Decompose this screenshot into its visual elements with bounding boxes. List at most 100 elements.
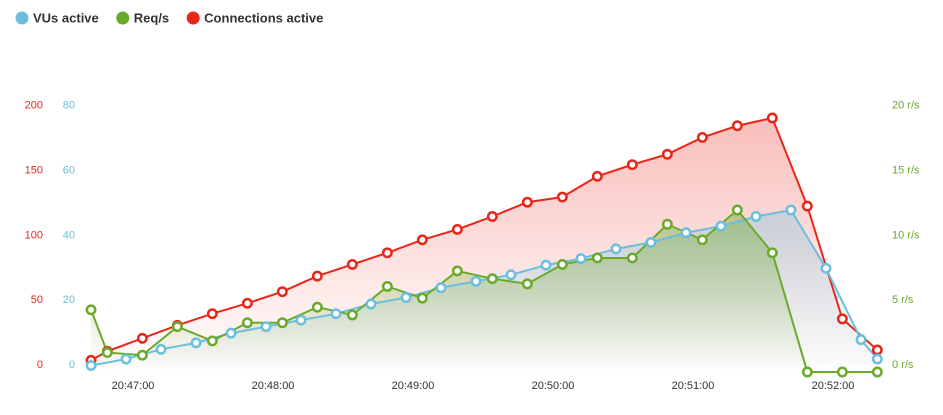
y3-tick-label: 10 r/s	[892, 229, 920, 241]
legend-marker[interactable]	[15, 11, 29, 25]
y-tick-label: 200	[25, 100, 43, 112]
y-tick-label: 150	[25, 165, 43, 177]
point	[276, 317, 288, 329]
point	[521, 196, 533, 208]
y2-tick-label: 60	[63, 165, 75, 177]
y2-tick-label: 0	[69, 359, 75, 371]
point	[451, 265, 463, 277]
point	[696, 131, 708, 143]
point	[591, 170, 603, 182]
point	[400, 292, 412, 303]
point	[330, 308, 342, 320]
line	[90, 116, 878, 362]
y2-tick-label: 40	[63, 229, 75, 241]
point	[346, 258, 358, 270]
y3-tick-label: 15 r/s	[892, 165, 920, 177]
point	[381, 281, 393, 292]
point	[101, 347, 113, 359]
point	[136, 349, 148, 361]
point	[750, 211, 762, 222]
point	[766, 112, 778, 124]
point	[136, 332, 148, 344]
x-tick-label: 20:48:00	[252, 380, 295, 392]
point	[540, 259, 552, 271]
x-tick-label: 20:52:00	[812, 380, 855, 392]
point	[241, 297, 253, 309]
point	[486, 273, 498, 285]
point	[435, 282, 447, 294]
y2-tick-label: 20	[63, 294, 75, 306]
point	[871, 353, 883, 365]
point	[521, 278, 533, 290]
legend-label[interactable]: Req/s	[134, 10, 169, 25]
point	[85, 304, 97, 316]
point	[661, 148, 673, 160]
x-tick-label: 20:51:00	[672, 380, 715, 392]
point	[276, 286, 288, 298]
legend-label[interactable]: Connections active	[204, 10, 323, 25]
x-tick-label: 20:47:00	[112, 380, 155, 392]
point	[416, 234, 428, 246]
point	[451, 223, 463, 235]
point	[801, 366, 813, 378]
y2-tick-label: 80	[63, 100, 75, 112]
point	[486, 211, 498, 222]
legend-marker[interactable]	[116, 11, 130, 25]
point	[85, 360, 97, 371]
x-tick-label: 20:50:00	[532, 380, 575, 392]
y3-tick-label: 20 r/s	[892, 100, 920, 112]
point	[260, 321, 272, 333]
point	[855, 334, 867, 346]
point	[120, 353, 132, 365]
y-tick-label: 0	[37, 359, 43, 371]
point	[155, 343, 167, 355]
point	[575, 253, 587, 265]
point	[171, 321, 183, 333]
y-tick-label: 50	[31, 294, 43, 306]
y3-tick-label: 5 r/s	[892, 294, 914, 306]
point	[416, 292, 428, 304]
point	[381, 247, 393, 259]
legend-label[interactable]: VUs active	[33, 10, 99, 25]
point	[801, 200, 813, 212]
y3-tick-label: 0 r/s	[892, 359, 914, 371]
y-tick-label: 100	[25, 229, 43, 241]
point	[365, 298, 377, 310]
point	[785, 204, 797, 216]
point	[820, 262, 832, 274]
point	[696, 234, 708, 246]
point	[715, 220, 727, 232]
point	[661, 218, 673, 230]
point	[346, 309, 358, 321]
point	[731, 120, 743, 132]
point	[190, 337, 202, 349]
point	[470, 275, 482, 287]
point	[680, 227, 692, 239]
point	[311, 301, 323, 313]
point	[836, 366, 848, 378]
point	[295, 314, 307, 326]
point	[505, 269, 517, 281]
point	[556, 191, 568, 203]
x-tick-label: 20:49:00	[392, 380, 435, 392]
line	[90, 208, 878, 373]
point	[871, 366, 883, 378]
point	[731, 204, 743, 216]
point	[645, 236, 657, 248]
point	[626, 159, 638, 171]
point	[241, 317, 253, 329]
point	[610, 243, 622, 255]
point	[556, 258, 568, 270]
point	[591, 252, 603, 264]
point	[206, 308, 218, 320]
point	[836, 313, 848, 325]
point	[311, 270, 323, 282]
point	[871, 344, 883, 356]
area	[91, 210, 878, 372]
point	[225, 327, 237, 339]
point	[206, 335, 218, 347]
point	[626, 252, 638, 264]
point	[766, 247, 778, 259]
legend-marker[interactable]	[186, 11, 200, 25]
